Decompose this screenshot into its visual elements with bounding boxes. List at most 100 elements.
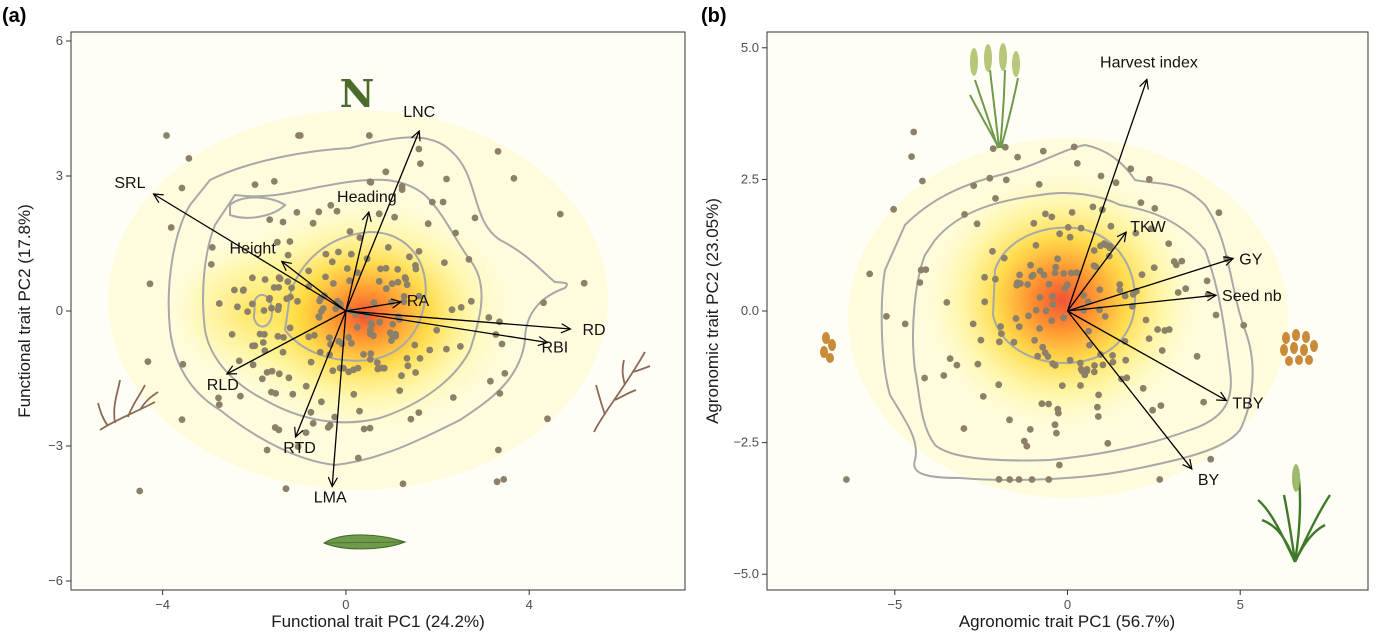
scatter-point <box>275 284 283 291</box>
scatter-point <box>215 394 222 402</box>
scatter-point <box>916 279 924 286</box>
scatter-point <box>498 340 506 348</box>
scatter-point <box>356 234 364 242</box>
scatter-point <box>969 320 977 328</box>
scatter-point <box>279 218 287 226</box>
scatter-point <box>367 350 375 358</box>
scatter-point <box>322 273 329 281</box>
scatter-point <box>496 390 504 397</box>
scatter-point <box>309 419 317 427</box>
scatter-point <box>366 424 374 432</box>
loading-vector <box>345 302 401 312</box>
scatter-point <box>1212 311 1220 319</box>
scatter-point <box>234 303 241 311</box>
loading-label: Harvest index <box>1100 54 1198 71</box>
panel-a-label: (a) <box>2 5 26 27</box>
scatter-point <box>416 355 424 362</box>
scatter-point <box>346 277 353 285</box>
scatter-point <box>1053 429 1060 437</box>
scatter-point <box>403 354 411 362</box>
scatter-point <box>1070 143 1078 151</box>
scatter-point <box>443 345 450 353</box>
scatter-point <box>998 330 1005 337</box>
scatter-point <box>1000 254 1008 262</box>
scatter-point <box>377 265 384 273</box>
scatter-point <box>1036 294 1044 301</box>
panel-b: (b) <box>701 5 1369 631</box>
scatter-point <box>1142 316 1150 324</box>
scatter-point <box>345 368 353 376</box>
scatter-point <box>231 286 238 294</box>
panel-a-points <box>136 132 588 495</box>
scatter-point <box>144 358 152 365</box>
scatter-point <box>981 273 988 281</box>
scatter-point <box>366 178 374 186</box>
scatter-point <box>398 183 406 190</box>
scatter-point <box>302 429 310 436</box>
scatter-point <box>1099 361 1107 369</box>
scatter-point <box>1172 261 1180 269</box>
scatter-point <box>286 324 294 332</box>
scatter-point <box>251 181 259 189</box>
scatter-point <box>917 266 925 274</box>
scatter-point <box>1015 476 1023 483</box>
scatter-point <box>843 476 850 483</box>
loading-label: RTD <box>283 440 316 457</box>
scatter-point <box>1010 338 1018 346</box>
scatter-point <box>890 205 897 213</box>
leaf-icon <box>322 534 407 550</box>
scatter-point <box>266 216 274 224</box>
scatter-point <box>1054 405 1062 413</box>
scatter-point <box>261 276 269 283</box>
scatter-point <box>289 390 297 398</box>
scatter-point <box>1085 327 1092 335</box>
scatter-point <box>1215 209 1223 217</box>
scatter-point <box>275 302 283 310</box>
scatter-point <box>1157 402 1165 409</box>
scatter-point <box>556 210 564 218</box>
scatter-point <box>399 480 407 488</box>
scatter-point <box>1036 325 1043 332</box>
scatter-point <box>921 374 928 382</box>
scatter-point <box>1145 335 1153 342</box>
scatter-point <box>273 238 281 246</box>
scatter-point <box>263 369 271 376</box>
scatter-point <box>389 320 397 328</box>
scatter-point <box>1182 285 1190 293</box>
scatter-point <box>1147 225 1155 233</box>
loading-vector <box>1066 79 1147 312</box>
loading-vector <box>345 310 548 343</box>
scatter-point <box>1025 312 1032 320</box>
scatter-point <box>360 351 367 358</box>
scatter-point <box>333 207 341 215</box>
scatter-point <box>307 358 315 366</box>
scatter-point <box>248 300 256 308</box>
scatter-point <box>1066 233 1074 241</box>
scatter-point <box>494 148 502 155</box>
scatter-point <box>974 360 982 368</box>
scatter-point <box>1006 476 1014 483</box>
scatter-point <box>146 280 154 288</box>
scatter-point <box>487 377 494 385</box>
scatter-point <box>1165 326 1173 333</box>
scatter-point <box>1139 384 1147 392</box>
scatter-point <box>167 224 175 231</box>
scatter-point <box>249 274 256 282</box>
loading-vector <box>1067 310 1227 400</box>
scatter-point <box>1041 349 1049 357</box>
scatter-point <box>1032 306 1040 314</box>
scatter-point <box>370 299 378 307</box>
scatter-point <box>1127 165 1135 173</box>
scatter-point <box>329 367 337 375</box>
scatter-point <box>1039 343 1047 351</box>
scatter-point <box>294 443 302 450</box>
scatter-point <box>1066 356 1074 364</box>
scatter-point <box>1052 263 1060 271</box>
scatter-point <box>373 359 381 367</box>
scatter-point <box>1042 210 1049 218</box>
density-contours <box>880 143 1254 481</box>
scatter-point <box>415 292 423 300</box>
scatter-point <box>1137 199 1145 207</box>
